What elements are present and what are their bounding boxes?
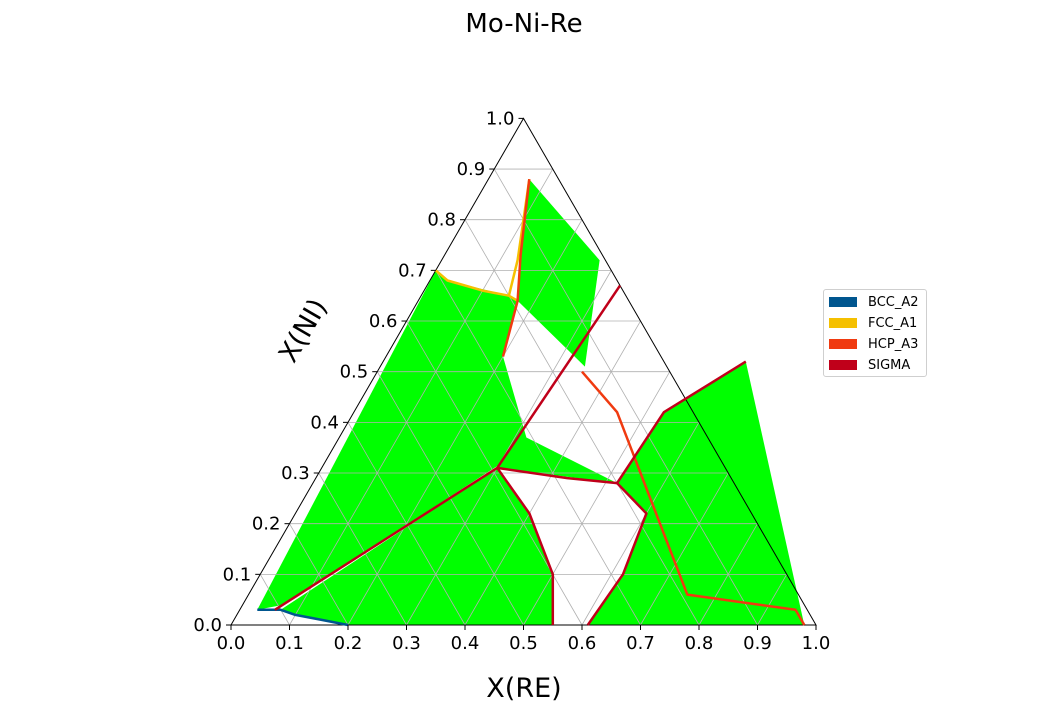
- legend-swatch: [829, 360, 857, 370]
- phase-boundary-bcc_a2: [257, 608, 349, 627]
- legend-label: BCC_A2: [868, 294, 919, 310]
- y-tick-label: 0.8: [427, 210, 456, 231]
- phase-boundary-sigma: [586, 482, 648, 626]
- tick-labels: 0.0 0.1 0.2 0.3 0.4 0.5 0.6 0.7 0.8 0.9 1.0 0.0 0.1 0…: [193, 108, 830, 654]
- y-tick-label: 0.4: [310, 412, 339, 433]
- grid-line-re: [289, 168, 554, 626]
- x-tick-label: 0.8: [685, 633, 714, 654]
- y-tick-label: 0.2: [252, 514, 281, 535]
- y-axis-title: X(NI): [273, 294, 334, 368]
- y-tick-label: 1.0: [486, 108, 515, 129]
- grid-line-mo: [347, 422, 466, 626]
- grid-line-mo: [259, 574, 290, 626]
- tie-line-region-4: [587, 361, 805, 625]
- tie-line-region-3: [517, 179, 600, 367]
- grid-line-mo: [493, 168, 758, 626]
- grid-line-mo: [318, 472, 407, 626]
- x-tick-label: 0.6: [568, 633, 597, 654]
- phase-boundary-sigma: [497, 466, 618, 485]
- x-tick-label: 0.5: [509, 633, 538, 654]
- chart-title: Mo-Ni-Re: [465, 9, 582, 39]
- y-tick-label: 0.3: [281, 463, 310, 484]
- legend-item-hcp_a3: HCP_A3: [829, 336, 918, 352]
- y-tick-label: 0.9: [457, 159, 486, 180]
- grid-line-re: [406, 270, 612, 626]
- y-tick-label: 0.6: [369, 311, 398, 332]
- x-tick-label: 0.4: [451, 633, 480, 654]
- phase-boundary-hcp_a3: [501, 179, 531, 357]
- phase-boundaries: [257, 179, 806, 627]
- tie-line-regions: [257, 179, 805, 625]
- legend-swatch: [829, 297, 857, 307]
- legend-label: FCC_A1: [868, 315, 918, 331]
- phase-boundary-sigma: [616, 360, 747, 484]
- x-axis-title: X(RE): [486, 673, 561, 702]
- legend-item-bcc_a2: BCC_A2: [829, 294, 919, 310]
- x-tick-label: 0.0: [217, 633, 246, 654]
- x-tick-label: 0.1: [275, 633, 304, 654]
- x-tick-label: 1.0: [802, 633, 831, 654]
- legend-swatch: [829, 339, 857, 349]
- tie-line-region-2: [447, 280, 618, 484]
- grid-line-mo: [435, 270, 641, 626]
- legend-item-sigma: SIGMA: [829, 357, 910, 373]
- legend: BCC_A2 FCC_A1 HCP_A3 SIGMA: [823, 289, 927, 377]
- x-tick-label: 0.3: [392, 633, 421, 654]
- y-tick-label: 0.5: [340, 362, 369, 383]
- phase-boundary-fcc_a1: [434, 269, 519, 302]
- phase-boundary-sigma: [496, 467, 555, 625]
- x-tick-label: 0.9: [743, 633, 772, 654]
- grid-line-re: [523, 371, 671, 626]
- grid-line-re: [757, 574, 788, 626]
- x-tick-label: 0.7: [626, 633, 655, 654]
- legend-item-fcc_a1: FCC_A1: [829, 315, 917, 331]
- y-tick-label: 0.0: [193, 615, 222, 636]
- x-tick-label: 0.2: [334, 633, 363, 654]
- y-tick-label: 0.1: [223, 564, 252, 585]
- legend-label: SIGMA: [868, 357, 911, 373]
- legend-swatch: [829, 318, 857, 328]
- tie-line-region-5: [280, 467, 553, 625]
- grid-line-mo: [464, 219, 700, 626]
- tie-line-region-1: [257, 270, 518, 610]
- y-tick-label: 0.7: [398, 260, 427, 281]
- phase-boundary-hcp_a3: [581, 370, 806, 626]
- grid-line-mo: [289, 523, 349, 626]
- legend-label: HCP_A3: [868, 336, 919, 352]
- grid-line-re: [640, 472, 729, 626]
